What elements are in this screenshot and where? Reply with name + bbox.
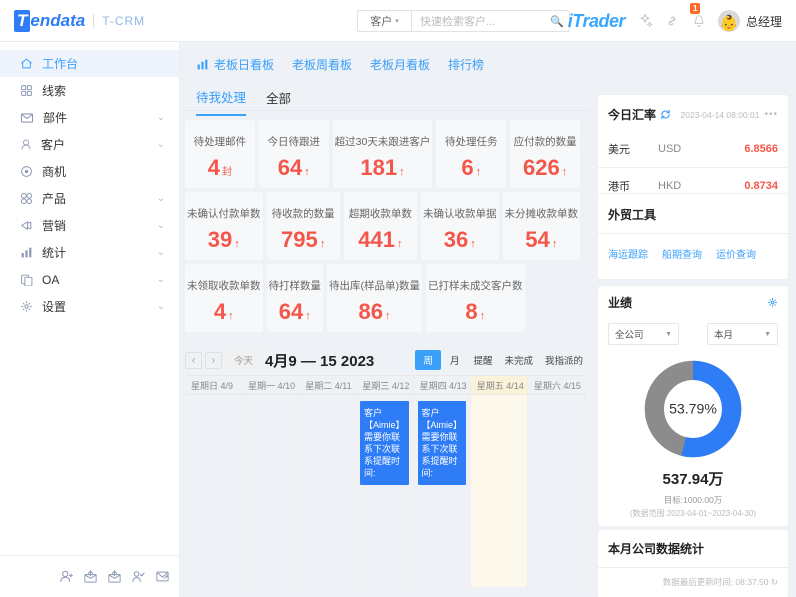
svg-text:53.79%: 53.79% [669,400,717,416]
